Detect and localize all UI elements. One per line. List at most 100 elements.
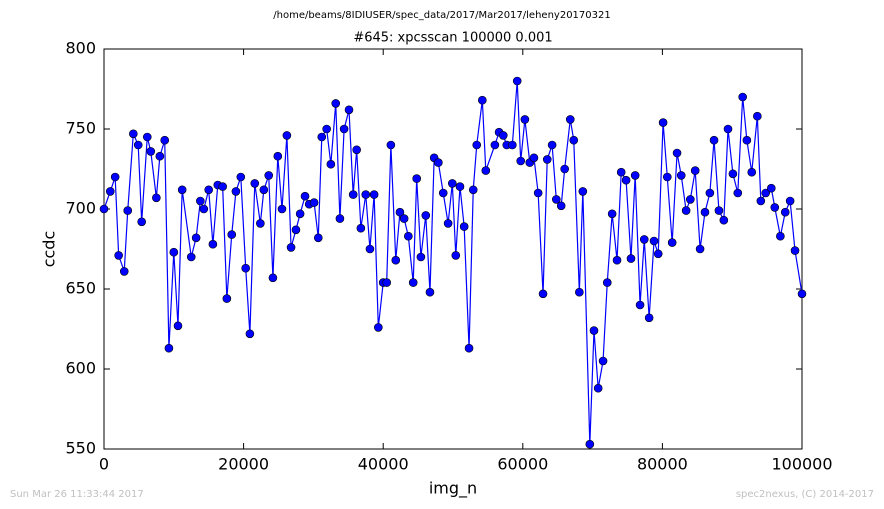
- data-point: [616, 167, 626, 177]
- data-point: [672, 148, 682, 158]
- data-point: [756, 196, 766, 206]
- data-point: [490, 140, 500, 150]
- data-point: [578, 187, 588, 196]
- data-point: [478, 95, 487, 105]
- data-point: [547, 140, 557, 150]
- x-tick-label: 20000: [218, 455, 269, 474]
- chart-title: #645: xpcsscan 100000 0.001: [353, 31, 552, 46]
- y-tick-label: 750: [65, 119, 96, 138]
- data-point: [152, 193, 161, 203]
- data-point: [123, 206, 133, 215]
- data-point: [391, 255, 401, 265]
- x-tick-label: 100000: [771, 455, 832, 474]
- data-point: [241, 263, 250, 273]
- data-point: [344, 105, 354, 115]
- data-point: [639, 235, 649, 244]
- y-tick-label: 550: [65, 439, 96, 458]
- data-point: [129, 129, 138, 139]
- data-point: [222, 294, 232, 303]
- data-point: [317, 132, 327, 142]
- data-point: [742, 135, 752, 145]
- data-point: [309, 198, 319, 207]
- y-tick-label: 650: [65, 279, 96, 298]
- data-point: [565, 115, 575, 124]
- data-point: [331, 99, 341, 108]
- data-point: [776, 231, 785, 241]
- data-point: [468, 185, 478, 195]
- data-point: [529, 153, 539, 163]
- data-point: [451, 251, 461, 260]
- data-point: [512, 76, 522, 86]
- data-point: [455, 182, 465, 191]
- data-point: [585, 439, 595, 449]
- data-point: [133, 140, 143, 150]
- data-point: [738, 92, 747, 102]
- data-point: [335, 214, 345, 223]
- data-point: [598, 356, 608, 366]
- data-point: [99, 204, 109, 214]
- data-point: [361, 190, 371, 199]
- data-point: [322, 124, 331, 134]
- data-point: [797, 289, 807, 299]
- data-point: [464, 343, 474, 353]
- data-point: [733, 188, 743, 198]
- data-point: [408, 278, 418, 287]
- data-point: [761, 188, 771, 198]
- data-point: [538, 289, 548, 299]
- data-point: [520, 115, 530, 124]
- data-point: [676, 171, 686, 180]
- data-point: [199, 204, 209, 214]
- data-point: [177, 185, 187, 195]
- data-point: [245, 329, 255, 339]
- data-point: [621, 175, 631, 185]
- data-point: [723, 124, 733, 134]
- x-tick-label: 80000: [637, 455, 688, 474]
- data-point: [191, 233, 201, 243]
- data-point: [644, 313, 654, 323]
- data-point: [386, 140, 396, 150]
- data-point: [264, 171, 274, 180]
- data-point: [352, 145, 361, 155]
- data-point: [142, 132, 152, 142]
- data-point: [256, 219, 265, 228]
- data-point: [404, 231, 413, 241]
- data-point: [395, 207, 405, 217]
- data-point: [286, 243, 296, 252]
- y-axis-label: ccdc: [40, 231, 59, 268]
- footer-date: Sun Mar 26 11:33:44 2017: [10, 489, 144, 500]
- data-point: [472, 140, 482, 150]
- data-point: [186, 252, 196, 262]
- data-point: [728, 169, 738, 179]
- data-point: [382, 278, 391, 287]
- data-point: [137, 217, 146, 227]
- data-point: [146, 147, 156, 156]
- data-point: [169, 247, 179, 257]
- y-tick-label: 800: [65, 39, 96, 58]
- data-point: [690, 166, 700, 175]
- data-point: [399, 214, 409, 223]
- data-point: [459, 222, 469, 231]
- data-point: [231, 187, 241, 196]
- data-point: [326, 159, 336, 169]
- data-point: [273, 151, 283, 161]
- data-point: [719, 215, 729, 225]
- data-point: [173, 321, 183, 331]
- data-point: [626, 254, 636, 263]
- data-point: [635, 300, 645, 310]
- data-point: [667, 238, 677, 247]
- data-point: [105, 187, 115, 196]
- data-point: [516, 156, 526, 166]
- data-point: [313, 233, 323, 243]
- data-point: [569, 135, 579, 145]
- data-point: [681, 206, 691, 215]
- data-point: [607, 209, 617, 219]
- data-point: [552, 195, 561, 204]
- data-point: [365, 244, 375, 254]
- data-point: [227, 230, 237, 239]
- y-tick-label: 600: [65, 359, 96, 378]
- data-point: [700, 207, 710, 217]
- x-axis-label: img_n: [429, 479, 477, 499]
- data-point: [236, 172, 246, 182]
- data-point: [747, 167, 757, 177]
